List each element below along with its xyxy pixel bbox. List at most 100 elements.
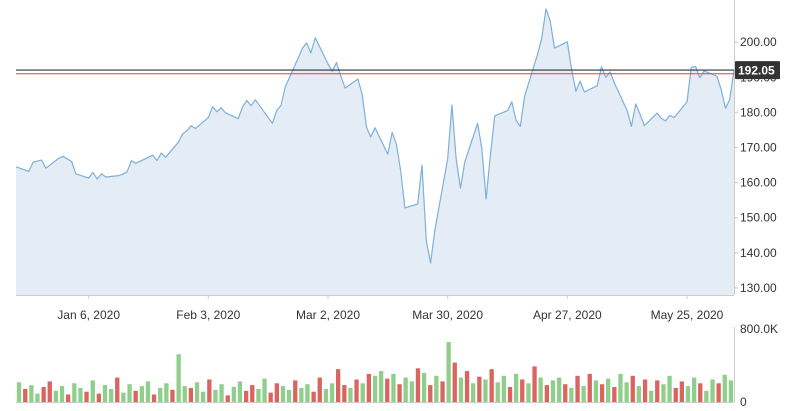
volume-bar xyxy=(563,384,568,402)
volume-bar xyxy=(673,387,678,402)
volume-bar xyxy=(16,382,22,402)
volume-bar xyxy=(231,387,236,402)
volume-bar xyxy=(366,373,371,402)
volume-bar xyxy=(59,386,65,402)
volume-bar xyxy=(415,368,421,403)
volume-bar xyxy=(679,381,684,402)
volume-bar xyxy=(219,384,224,402)
volume-bar xyxy=(550,380,556,402)
volume-bar xyxy=(274,383,279,403)
volume-bar xyxy=(35,393,40,402)
volume-bar xyxy=(477,376,482,402)
volume-bar xyxy=(305,384,310,402)
volume-bar xyxy=(452,362,457,402)
volume-bar xyxy=(507,387,513,402)
volume-bar xyxy=(649,390,654,403)
volume-bar xyxy=(501,375,506,403)
volume-bar xyxy=(323,388,329,402)
volume-bar xyxy=(237,381,243,402)
volume-bar xyxy=(514,373,519,402)
volume-bar xyxy=(72,383,77,403)
volume-bar xyxy=(428,385,433,402)
volume-y-tick-label: 0 xyxy=(740,395,747,406)
volume-bar xyxy=(201,391,206,402)
volume-bar xyxy=(256,388,261,402)
volume-bar xyxy=(685,386,691,402)
volume-bar xyxy=(268,392,273,402)
volume-bar xyxy=(403,377,408,402)
volume-bar xyxy=(133,390,138,403)
volume-bar xyxy=(421,372,427,402)
volume-bar xyxy=(354,379,359,402)
volume-bar xyxy=(710,379,715,402)
volume-bar xyxy=(53,390,58,403)
volume-bar xyxy=(698,383,703,403)
x-tick-label: Jan 6, 2020 xyxy=(57,308,120,322)
volume-bar xyxy=(47,381,52,402)
volume-bar xyxy=(29,385,34,402)
volume-bar xyxy=(489,369,494,402)
volume-bar xyxy=(661,384,666,402)
x-tick-label: May 25, 2020 xyxy=(651,308,724,322)
volume-bar xyxy=(636,386,641,402)
volume-bar xyxy=(409,381,414,402)
volume-bar xyxy=(557,377,562,402)
volume-bar xyxy=(728,380,734,402)
volume-bar xyxy=(587,373,592,402)
volume-bar xyxy=(391,373,396,402)
volume-bar xyxy=(96,393,101,402)
volume-bar xyxy=(182,386,187,402)
volume-bar xyxy=(464,371,470,402)
volume-bar xyxy=(158,387,163,402)
price-y-axis: 200.00190.00180.00170.00160.00150.00140.… xyxy=(734,35,777,295)
price-y-tick-label: 160.00 xyxy=(740,176,777,190)
volume-panel xyxy=(16,327,735,403)
current-price-box xyxy=(735,61,780,80)
volume-bar xyxy=(244,390,249,403)
volume-bar xyxy=(379,371,384,402)
current-price-value: 192.05 xyxy=(738,64,775,78)
volume-bar xyxy=(606,378,611,402)
volume-bar xyxy=(544,385,549,402)
volume-bar xyxy=(692,377,697,402)
price-y-tick-label: 180.00 xyxy=(740,105,777,119)
volume-bar xyxy=(440,381,445,402)
current-price-label: 192.05 xyxy=(735,61,780,80)
price-line xyxy=(15,8,735,264)
volume-bar xyxy=(250,385,255,402)
price-y-tick-label: 200.00 xyxy=(740,35,777,49)
volume-bar xyxy=(618,373,623,402)
volume-bar xyxy=(176,354,181,402)
volume-bar xyxy=(299,387,304,402)
volume-bar xyxy=(115,377,120,402)
volume-bar xyxy=(127,384,132,402)
x-tick-label: Mar 2, 2020 xyxy=(296,308,360,322)
volume-bar xyxy=(280,386,286,402)
volume-bar xyxy=(538,377,543,402)
volume-bar xyxy=(483,379,488,402)
volume-bar xyxy=(458,377,464,402)
volume-bar xyxy=(569,387,574,402)
volume-bar xyxy=(170,389,175,402)
volume-bar xyxy=(642,379,648,402)
volume-y-tick-label: 800.0K xyxy=(740,322,778,336)
volume-bar xyxy=(520,379,525,402)
volume-bar xyxy=(372,375,378,403)
price-y-tick-label: 150.00 xyxy=(740,211,777,225)
volume-bar xyxy=(66,394,71,402)
volume-bar xyxy=(23,388,28,402)
volume-bar xyxy=(612,387,617,402)
volume-bar xyxy=(336,369,341,402)
price-y-tick-label: 130.00 xyxy=(740,281,777,295)
volume-bar xyxy=(145,381,151,402)
volume-bar xyxy=(526,383,531,403)
volume-bar xyxy=(630,375,635,403)
volume-bar xyxy=(342,385,347,402)
volume-bar xyxy=(385,378,390,402)
volume-bar xyxy=(722,374,727,402)
volume-bar xyxy=(704,390,709,403)
volume-bar xyxy=(655,380,660,402)
price-y-tick-label: 170.00 xyxy=(740,141,777,155)
volume-bar xyxy=(225,395,230,402)
